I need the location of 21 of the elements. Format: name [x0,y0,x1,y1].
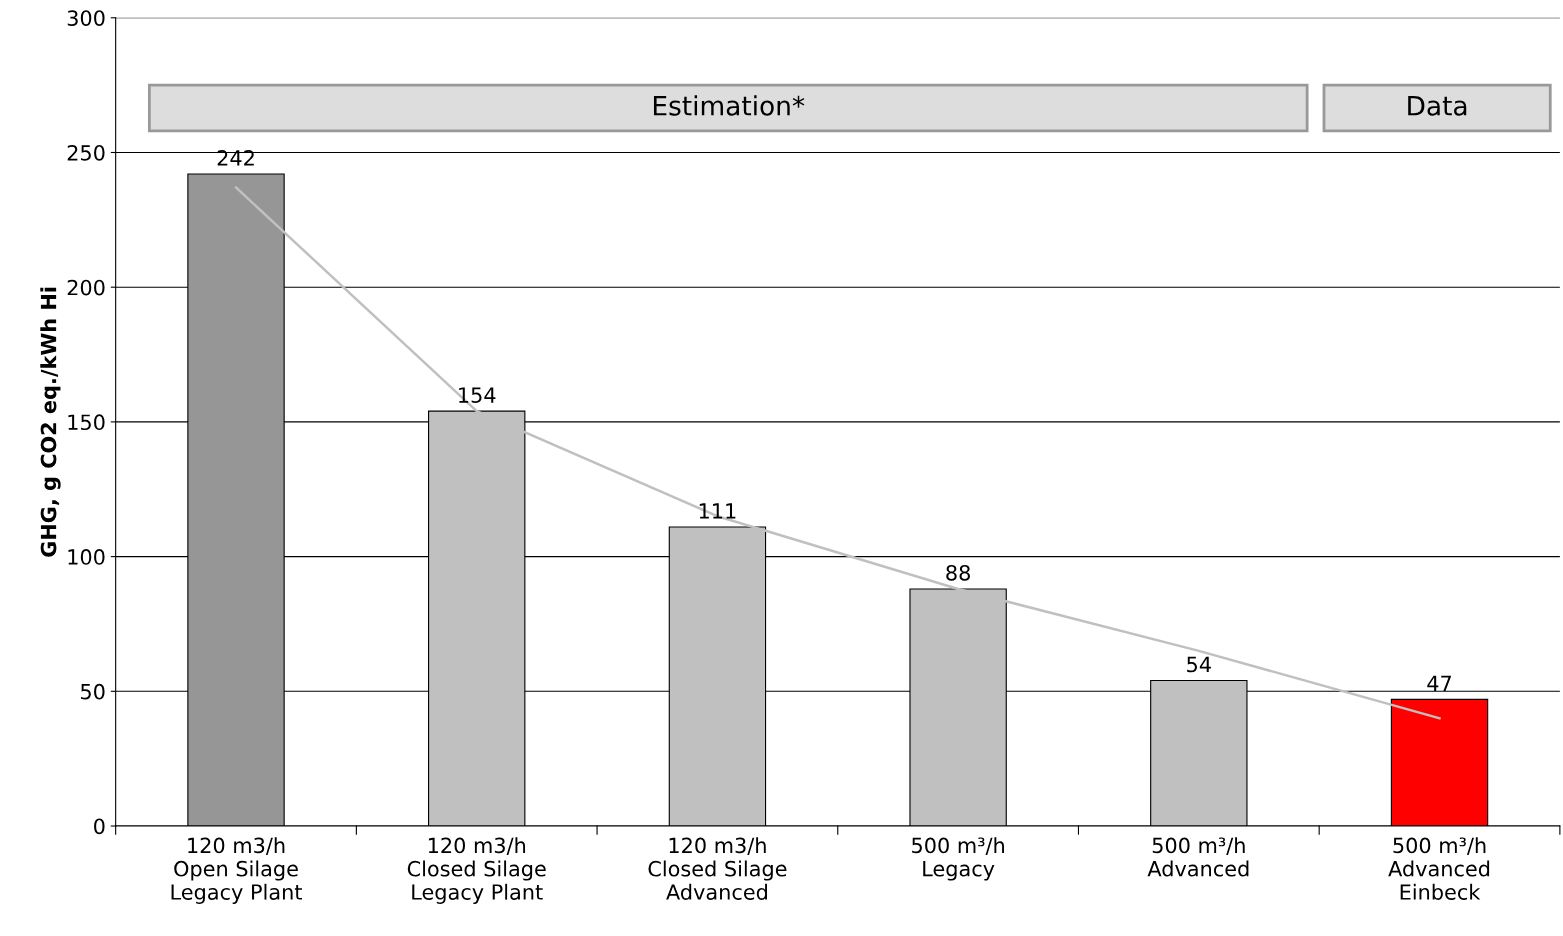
x-tick-label: 500 m³/h Advanced Einbeck [1388,837,1490,900]
y-tick-label: 300 [67,10,105,26]
y-tick-label: 0 [94,818,105,835]
data-label: 88 [946,564,970,581]
x-tick-label: 120 m3/h Closed Silage Advanced [648,837,787,900]
y-axis-title: GHG, g CO2 eq./kWh Hi [40,287,61,557]
data-label: 154 [459,387,496,403]
x-tick-label: 120 m3/h Open Silage Legacy Plant [171,837,302,904]
annotation: Estimation* [653,95,805,116]
y-tick-label: 250 [67,144,105,161]
x-tick-label: 500 m³/h Advanced [1147,837,1249,877]
x-tick-label: 120 m3/h Closed Silage Legacy Plant [407,837,546,904]
y-tick-label: 50 [81,683,105,700]
data-label: 47 [1427,675,1451,691]
y-tick-label: 150 [68,414,105,431]
annotation: Data [1408,96,1467,116]
y-tick-label: 100 [68,549,105,565]
data-label: 54 [1187,656,1211,673]
data-label: 111 [699,503,736,519]
y-tick-label: 200 [67,279,105,296]
x-tick-label: 500 m³/h Legacy [912,837,1004,881]
